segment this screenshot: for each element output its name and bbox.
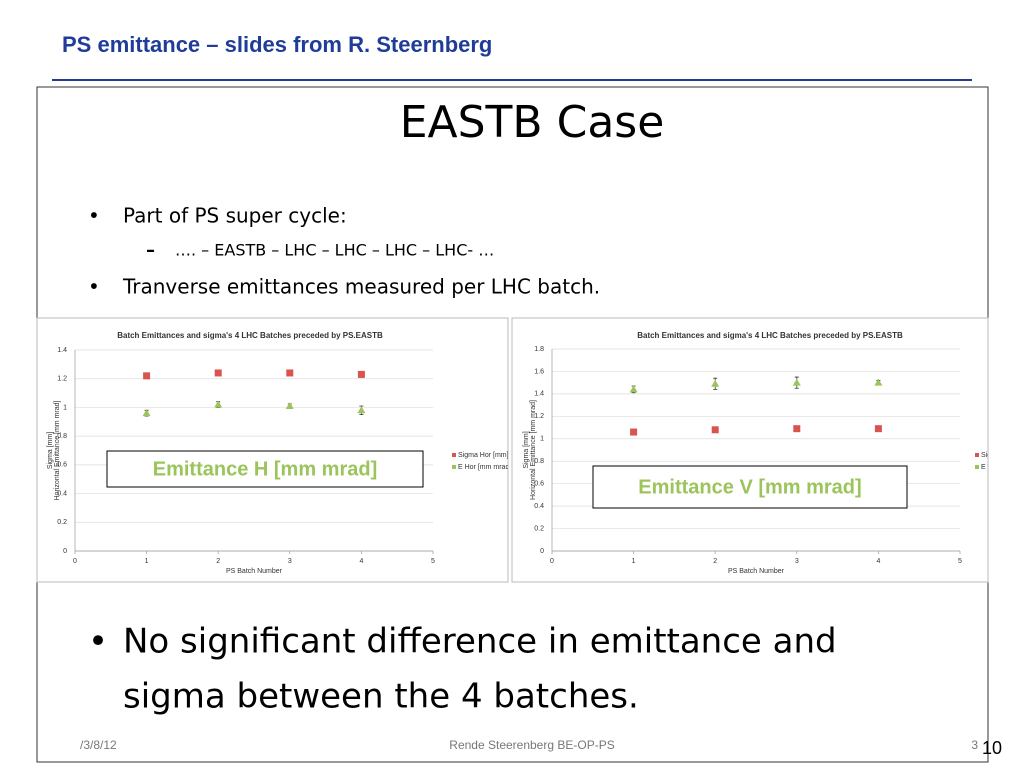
chart: Batch Emittances and sigma's 4 LHC Batch…	[523, 331, 1024, 575]
x-tick-label: 3	[795, 558, 799, 565]
y-tick-label: 0.4	[534, 503, 544, 510]
y-tick-label: 1.6	[534, 368, 544, 375]
y-tick-label: 1.8	[534, 346, 544, 353]
data-point	[792, 378, 801, 386]
x-tick-label: 5	[958, 558, 962, 565]
legend-label: E Hor [mm mrad]	[458, 464, 511, 471]
legend-label: Sigma Hor [mm]	[458, 452, 509, 459]
data-point	[793, 425, 801, 433]
chart: Batch Emittances and sigma's 4 LHC Batch…	[47, 331, 511, 575]
x-tick-label: 3	[288, 558, 292, 565]
data-point	[214, 369, 222, 377]
y-tick-label: 0.8	[57, 433, 67, 440]
y-tick-label: 0.4	[57, 490, 67, 497]
bullet-mark: •	[88, 204, 100, 228]
x-tick-label: 1	[145, 558, 149, 565]
chart-panel	[36, 317, 509, 583]
data-point	[357, 406, 366, 414]
legend-label: Sigma Ver [mm]	[981, 452, 1024, 459]
data-point	[357, 370, 365, 378]
data-point	[711, 426, 719, 434]
annotation-box	[106, 450, 424, 488]
bullet: Part of PS super cycle:	[123, 204, 347, 228]
y-tick-label: 0	[63, 548, 67, 555]
y-axis-label: Sigma [mm]	[47, 432, 54, 469]
bullet-mark: –	[146, 240, 155, 261]
annotation: Emittance H [mm mrad]	[153, 458, 378, 480]
conclusion-line: sigma between the 4 batches.	[123, 677, 639, 717]
chart-title: Batch Emittances and sigma's 4 LHC Batch…	[637, 331, 903, 340]
sub-bullet: …. – EASTB – LHC – LHC – LHC – LHC- …	[175, 241, 494, 260]
footer-slide-number: 3	[971, 738, 978, 752]
data-point	[630, 428, 638, 436]
data-point	[285, 401, 294, 409]
x-axis-label: PS Batch Number	[728, 568, 785, 575]
data-point	[142, 409, 151, 417]
y-tick-label: 0.6	[534, 481, 544, 488]
data-point	[874, 425, 882, 433]
header-title: PS emittance – slides from R. Steernberg	[62, 32, 492, 57]
data-point	[711, 379, 720, 387]
y-axis-label: Horizontal Emittance [mm mrad]	[530, 400, 537, 500]
y-axis-label: Sigma [mm]	[523, 431, 530, 468]
y-tick-label: 0.6	[57, 462, 67, 469]
y-tick-label: 1.4	[534, 391, 544, 398]
x-tick-label: 0	[550, 558, 554, 565]
footer-date: /3/8/12	[80, 738, 117, 752]
bullet: Tranverse emittances measured per LHC ba…	[122, 275, 600, 299]
x-axis-label: PS Batch Number	[226, 568, 283, 575]
chart-title: Batch Emittances and sigma's 4 LHC Batch…	[117, 331, 383, 340]
bullet-mark: •	[88, 275, 100, 299]
x-tick-label: 0	[73, 558, 77, 565]
y-axis-label: Horizontal Emittance [mm mrad]	[54, 400, 61, 500]
x-tick-label: 2	[713, 558, 717, 565]
y-tick-label: 0.8	[534, 458, 544, 465]
page-number: 10	[982, 738, 1002, 758]
annotation-box	[592, 465, 908, 509]
y-tick-label: 1.4	[57, 347, 67, 354]
x-tick-label: 5	[431, 558, 435, 565]
y-tick-label: 1	[540, 436, 544, 443]
conclusion-line: No significant difference in emittance a…	[123, 622, 837, 662]
y-tick-label: 0.2	[57, 519, 67, 526]
data-point	[874, 378, 883, 386]
legend-swatch	[975, 465, 979, 469]
y-tick-label: 1.2	[57, 376, 67, 383]
legend-swatch	[975, 453, 979, 457]
y-tick-label: 1.2	[534, 413, 544, 420]
slide-title: EASTB Case	[400, 97, 665, 148]
data-point	[143, 372, 151, 380]
data-point	[214, 400, 223, 408]
legend-swatch	[452, 465, 456, 469]
data-point	[286, 369, 294, 377]
bullet-mark: •	[88, 622, 108, 662]
legend-label: E Ver [mm mrad]	[981, 464, 1024, 471]
footer-author: Rende Steerenberg BE-OP-PS	[449, 738, 614, 752]
x-tick-label: 4	[876, 558, 880, 565]
y-tick-label: 0.2	[534, 525, 544, 532]
y-tick-label: 1	[63, 404, 67, 411]
chart-panel	[511, 317, 989, 583]
legend-swatch	[452, 453, 456, 457]
x-tick-label: 2	[216, 558, 220, 565]
x-tick-label: 1	[632, 558, 636, 565]
annotation: Emittance V [mm mrad]	[638, 476, 861, 498]
data-point	[629, 385, 638, 393]
x-tick-label: 4	[359, 558, 363, 565]
y-tick-label: 0	[540, 548, 544, 555]
